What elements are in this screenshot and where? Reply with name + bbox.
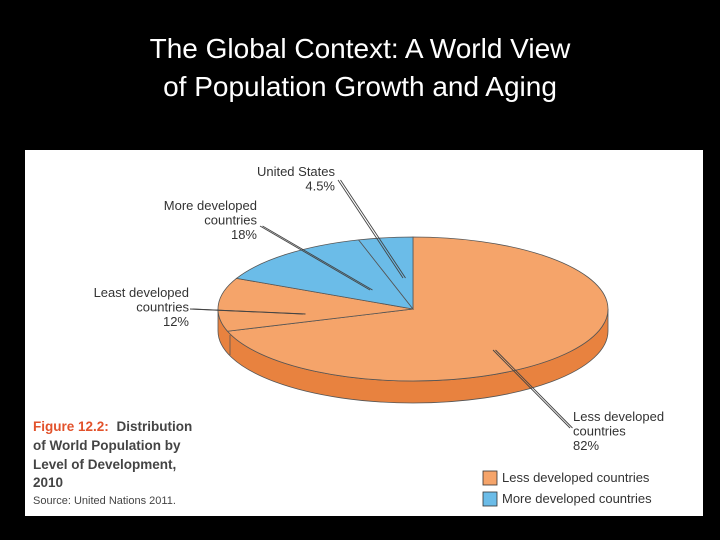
figure-panel: United States 4.5% More developed countries… [25, 150, 703, 516]
leader-more-developed [259, 225, 371, 291]
figure-caption: Figure 12.2: Distribution of World Popul… [33, 419, 192, 507]
label-more-developed-line-2: countries [204, 213, 257, 228]
legend-label-more-developed: More developed countries [502, 491, 652, 506]
leader-more-developed-b [262, 225, 373, 291]
label-less-developed-line-1: Less developed [573, 409, 664, 424]
caption-label: Figure 12.2: [33, 419, 109, 434]
caption-line-1: Distribution [117, 419, 193, 434]
label-less-developed-line-2: countries [573, 424, 626, 439]
leader-less-developed-b [495, 349, 573, 429]
legend-label-less-developed: Less developed countries [502, 470, 650, 485]
legend-swatch-more-developed [482, 491, 498, 507]
caption-line-3: Level of Development, [33, 457, 176, 472]
leader-less-developed [492, 349, 571, 429]
leader-united-states-b [340, 179, 406, 279]
chart-legend: Less developed countries More developed … [482, 470, 652, 507]
leader-least-developed-b [192, 308, 306, 315]
label-least-developed-line-1: Least developed [94, 285, 189, 300]
label-less-developed-line-3: 82% [573, 438, 599, 453]
pie-tops [217, 236, 609, 382]
slice-more-developed [235, 239, 414, 310]
legend-swatch-less-developed [482, 470, 498, 486]
slide-title-line-1: The Global Context: A World View [149, 33, 571, 64]
svg-text:Figure 12.2: Distribut: Figure 12.2: Distribution [33, 419, 192, 434]
label-least-developed-line-2: countries [136, 300, 189, 315]
label-united-states-line-1: United States [257, 164, 336, 179]
caption-line-2: of World Population by [33, 438, 181, 453]
pie-leaders [189, 179, 573, 429]
label-more-developed-line-1: More developed [164, 198, 257, 213]
slice-less-developed [226, 236, 609, 382]
slide-title: The Global Context: A World View of Popu… [0, 30, 720, 106]
label-least-developed-line-3: 12% [163, 314, 189, 329]
slide-title-line-2: of Population Growth and Aging [163, 71, 557, 102]
label-united-states-line-2: 4.5% [305, 179, 335, 194]
slice-least-developed [217, 277, 414, 332]
slice-united-states [357, 236, 414, 311]
leader-united-states [337, 179, 404, 279]
caption-line-4: 2010 [33, 475, 63, 490]
caption-source: Source: United Nations 2011. [33, 495, 176, 507]
label-more-developed-line-3: 18% [231, 227, 257, 242]
